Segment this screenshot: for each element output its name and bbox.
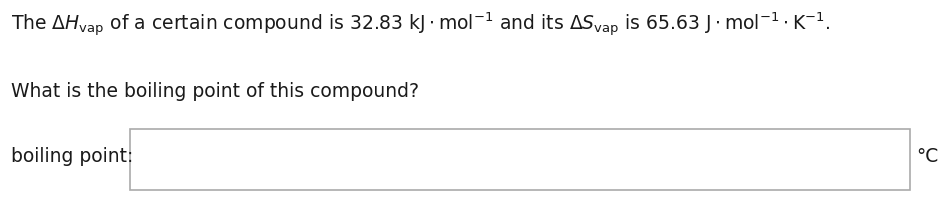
FancyBboxPatch shape [130,129,910,190]
Text: What is the boiling point of this compound?: What is the boiling point of this compou… [11,82,419,101]
Text: °C: °C [916,147,939,166]
Text: $\mathrm{The\ \Delta}\mathit{H}_{\mathrm{vap}}\mathrm{\ of\ a\ certain\ compound: $\mathrm{The\ \Delta}\mathit{H}_{\mathrm… [11,11,831,39]
Text: boiling point:: boiling point: [11,147,133,166]
